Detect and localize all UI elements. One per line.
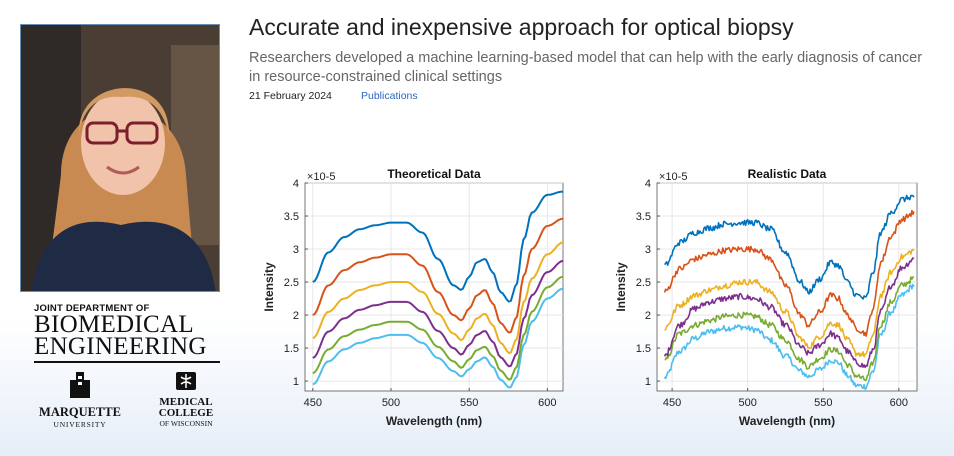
chart-title-1: Realistic Data [748,167,827,181]
series-line-0-5 [312,287,564,389]
series-line-1-5 [663,283,915,391]
series-line-1-0 [663,194,915,300]
article-subtitle: Researchers developed a machine learning… [249,50,923,85]
logo-dept-line2: BIOMEDICAL [34,311,194,338]
portrait-photo [20,24,220,292]
article-date: 21 February 2024 [249,90,332,102]
y-tick-label-0: 2 [293,310,299,322]
chart-title-0: Theoretical Data [387,167,481,181]
x-tick-label-1: 550 [814,397,832,409]
y-tick-label-0: 4 [293,178,299,190]
series-line-1-1 [663,209,915,337]
x-tick-label-0: 500 [382,397,400,409]
marquette-sub: UNIVERSITY [53,420,107,429]
x-tick-label-1: 600 [890,397,908,409]
y-axis-label-0: Intensity [262,262,276,312]
publications-link[interactable]: Publications [361,90,418,102]
y-tick-label-1: 4 [645,178,651,190]
mcw-logo: MEDICAL COLLEGE OF WISCONSIN [148,370,224,428]
y-tick-label-1: 3 [645,244,651,256]
y-tick-label-0: 3.5 [284,211,299,223]
marquette-tower-icon [70,372,90,398]
x-tick-label-0: 450 [304,397,322,409]
mcw-line3: OF WISCONSIN [159,419,213,428]
mcw-line1: MEDICAL [159,396,213,408]
y-exponent-0: ×10-5 [307,171,335,183]
y-tick-label-0: 1 [293,376,299,388]
y-exponent-1: ×10-5 [659,171,687,183]
mcw-emblem-icon [176,372,196,390]
y-tick-label-0: 2.5 [284,277,299,289]
mcw-line2: COLLEGE [158,407,214,419]
y-tick-label-1: 2 [645,310,651,322]
x-tick-label-0: 550 [460,397,478,409]
series-line-0-1 [312,217,564,334]
series-line-0-4 [312,275,564,381]
y-axis-label-1: Intensity [614,262,628,312]
series-line-0-3 [312,259,564,368]
y-tick-label-1: 1.5 [636,343,651,355]
x-axis-label-0: Wavelength (nm) [386,414,482,428]
x-tick-label-1: 450 [663,397,681,409]
series-line-0-2 [312,241,564,354]
series-line-0-0 [312,190,564,303]
x-tick-label-0: 600 [538,397,556,409]
x-axis-label-1: Wavelength (nm) [739,414,835,428]
bme-department-logo: JOINT DEPARTMENT OF BIOMEDICAL ENGINEERI… [34,303,220,363]
logo-dept-line1: JOINT DEPARTMENT OF [34,303,150,314]
marquette-name: MARQUETTE [39,405,121,419]
y-tick-label-1: 1 [645,376,651,388]
x-tick-label-1: 500 [739,397,757,409]
marquette-logo: MARQUETTE UNIVERSITY [34,370,126,429]
y-tick-label-0: 1.5 [284,343,299,355]
logo-dept-line3: ENGINEERING [34,333,207,360]
series-line-1-2 [664,248,915,358]
logo-rule [34,361,220,363]
y-tick-label-0: 3 [293,244,299,256]
series-line-1-3 [663,257,915,369]
series-line-1-4 [664,276,915,382]
y-tick-label-1: 2.5 [636,277,651,289]
y-tick-label-1: 3.5 [636,211,651,223]
article-title: Accurate and inexpensive approach for op… [249,14,794,40]
portrait-illustration [21,25,219,291]
